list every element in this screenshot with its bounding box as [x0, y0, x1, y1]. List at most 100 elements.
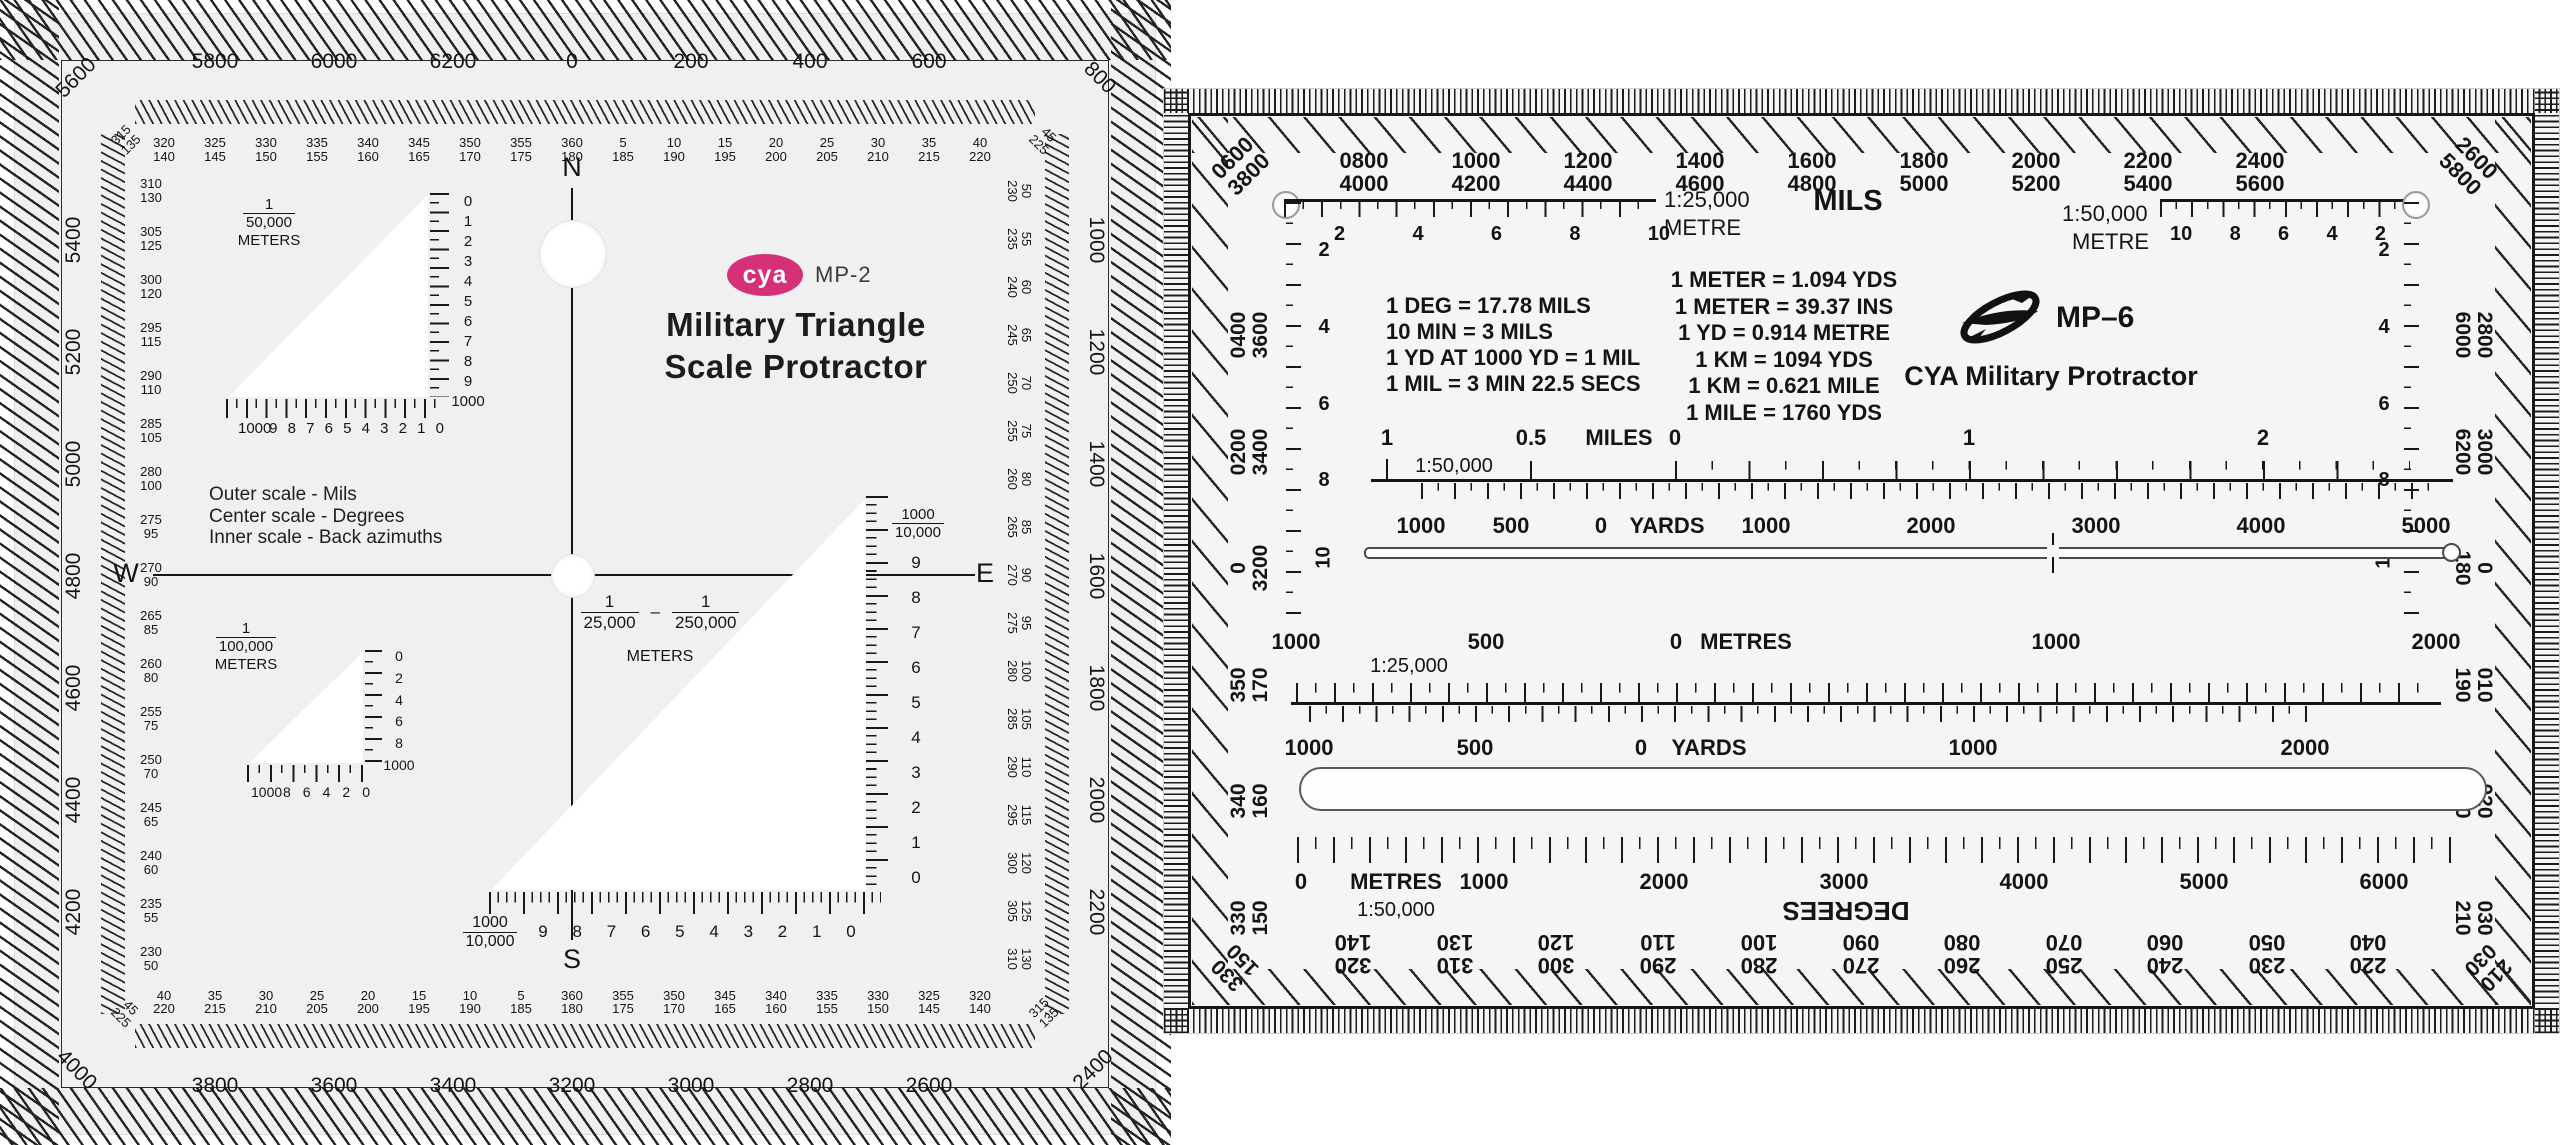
mils-scale-top: 5800 6000 6200 0 200 400 600 — [170, 50, 974, 74]
metres-25k-baseline — [1291, 702, 2441, 705]
slot-index-bottom — [2052, 557, 2054, 573]
degree-pair: 290 110 — [1639, 930, 1676, 979]
degree-pair: 280 100 — [1740, 930, 1778, 979]
scale-number: 1 — [911, 833, 921, 852]
degree-pair: 230 050 — [2248, 930, 2285, 979]
degrees-heading: DEGREES — [1782, 896, 1910, 926]
degree-ticks-right — [1045, 134, 1069, 1014]
scale-number: 8 — [572, 922, 582, 941]
mils-value: 5000 — [62, 440, 85, 488]
scale-number: 0 — [846, 922, 856, 941]
degree-pair: 120 300 — [1005, 852, 1034, 874]
scale-number: 0 — [395, 648, 403, 664]
degree-pair: 260 80 — [140, 656, 162, 685]
metres-scale-ratio: 1:50,000 — [1357, 899, 1435, 921]
mils-value: 6000 — [310, 50, 358, 73]
metres-mark: 1000 — [1271, 629, 1321, 654]
triangle-100k-side-numbers: 1000 8 6 4 2 0 — [383, 647, 415, 774]
degree-pair: 15 195 — [408, 987, 430, 1017]
degree-pair: 35 215 — [918, 135, 940, 164]
degree-scale-top: 320 140 325 145 330 150 335 155 340 160 345 165 350 1… — [141, 136, 1003, 163]
center-index-hole — [551, 554, 595, 598]
scale-25k-unit: METRE — [1664, 215, 1741, 240]
triangle-50k-side-numbers: 1000 9 8 7 6 5 4 3 2 1 0 — [451, 192, 485, 410]
conversion-line: 1 YD = 0.914 METRE — [1678, 320, 1890, 345]
edge-pair: 0 3200 — [1226, 544, 1272, 592]
triangle-50k-side-ticks — [430, 193, 449, 397]
scale-number: 0 — [463, 192, 473, 210]
mils-value: 3600 — [310, 1074, 358, 1097]
miles-ticks — [1675, 461, 2410, 479]
mils-value: 1600 — [1085, 552, 1108, 600]
degree-pair: 325 145 — [918, 987, 940, 1017]
scale-number: 2 — [342, 784, 351, 800]
triangle-25k-side-fraction: 1000 10,000 — [883, 506, 953, 542]
mils-pair: 1400 4600 — [1675, 148, 1725, 197]
scale-50k-label: 1:50,000 — [2062, 201, 2148, 226]
scale-number: 5 — [911, 693, 921, 712]
degree-pair: 50 230 — [1005, 180, 1034, 202]
degree-pair: 310 130 — [140, 176, 162, 205]
title-line-1: Military Triangle — [666, 306, 926, 343]
degree-pair: 130 310 — [1005, 948, 1034, 970]
scale-25k-h-ticks — [1284, 202, 1656, 217]
degree-pair: 240 60 — [140, 848, 162, 877]
degree-pair: 320 140 — [153, 135, 175, 164]
miles-mark: 0 — [1668, 425, 1682, 450]
scale-number: 7 — [606, 922, 617, 941]
scale-number: 4 — [463, 272, 473, 290]
south-label: S — [562, 944, 581, 974]
degree-pair: 305 125 — [140, 224, 162, 253]
yards-mark: 4000 — [2236, 513, 2286, 538]
metres-50k-ticks — [1297, 837, 2457, 863]
miles-tick — [1530, 461, 1532, 479]
degree-pair: 345 165 — [714, 987, 736, 1017]
degree-pair: 350 170 — [663, 987, 685, 1017]
mils-value: 6200 — [429, 50, 477, 73]
triangle-25k-bottom-numbers: 9 8 7 6 5 4 3 2 1 0 — [530, 922, 864, 942]
degree-pair: 325 145 — [204, 135, 226, 164]
degree-pair: 25 205 — [816, 135, 838, 164]
degree-pair: 300 120 — [1537, 930, 1575, 979]
scale-number: 1000 — [383, 756, 415, 773]
metres-mark: 1000 — [1459, 869, 1509, 894]
degree-ticks-top — [135, 100, 1035, 124]
degree-pair: 310 130 — [1436, 930, 1473, 979]
metres-mark: 5000 — [2179, 869, 2229, 894]
scale-number: 2 — [911, 798, 921, 817]
miles-mark: 2 — [2256, 425, 2270, 450]
metres-mark: 4000 — [1999, 869, 2049, 894]
degree-pair: 230 50 — [140, 944, 162, 973]
degree-pair: 340 160 — [765, 987, 787, 1017]
title-line-2: Scale Protractor — [664, 348, 928, 385]
scale-number: 1000 — [238, 420, 272, 437]
yards-mark: 1000 — [1741, 513, 1791, 538]
conversion-line: 1 METER = 1.094 YDS — [1670, 267, 1898, 292]
mils-ticks-right — [2495, 117, 2531, 1005]
metres-mark: 6000 — [2359, 869, 2409, 894]
degree-pair: 25 205 — [306, 987, 328, 1017]
scale-number: 2 — [777, 922, 788, 941]
mils-scale-right: 1000 1200 1400 1600 1800 2000 2200 — [1073, 217, 1119, 936]
east-label: E — [975, 558, 994, 588]
metres-unit: METRES — [1350, 869, 1442, 894]
mils-value: 400 — [792, 50, 828, 73]
scale-number: 7 — [463, 332, 473, 350]
hatch-band-left — [0, 0, 59, 1145]
scale-number: 9 — [463, 372, 473, 390]
scale-number: 1 — [812, 922, 822, 941]
degree-pair: 100 280 — [1005, 660, 1034, 682]
miles-mark: 1 — [1962, 425, 1976, 450]
degree-pair: 270 90 — [140, 560, 162, 589]
mils-value: 4400 — [62, 776, 85, 824]
degree-pair: 250 70 — [140, 752, 162, 781]
slot-end-hole — [2442, 543, 2461, 562]
scale-50k-unit: METRE — [2072, 229, 2149, 254]
mils-value: 2800 — [786, 1074, 834, 1097]
degree-pair: 105 285 — [1005, 708, 1034, 730]
mils-ticks-left — [1192, 117, 1228, 1005]
conversion-line: 1 KM = 1094 YDS — [1695, 346, 1873, 372]
conversion-table-angles: 1 DEG = 17.78 MILS 10 MIN = 3 MILS 1 YD AT… — [1386, 293, 1641, 397]
conversion-line: 1 DEG = 17.78 MILS — [1386, 293, 1591, 318]
